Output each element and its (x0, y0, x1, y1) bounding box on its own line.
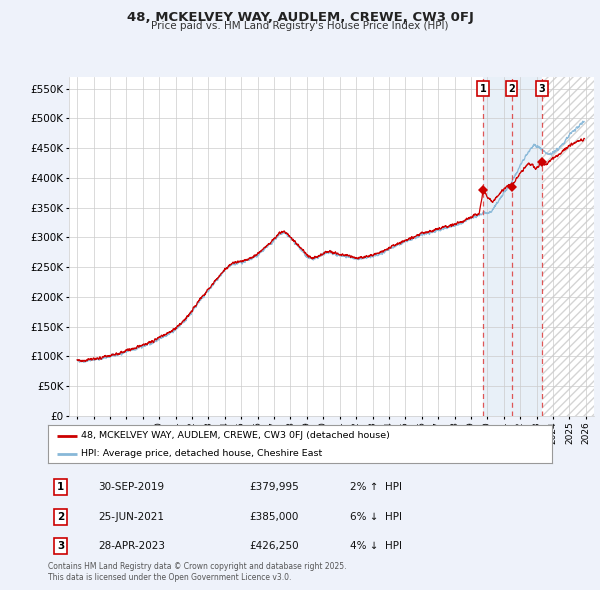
Text: 28-APR-2023: 28-APR-2023 (98, 541, 166, 551)
Text: 3: 3 (538, 84, 545, 94)
Text: 4% ↓  HPI: 4% ↓ HPI (350, 541, 403, 551)
Text: 48, MCKELVEY WAY, AUDLEM, CREWE, CW3 0FJ: 48, MCKELVEY WAY, AUDLEM, CREWE, CW3 0FJ (127, 11, 473, 24)
Text: HPI: Average price, detached house, Cheshire East: HPI: Average price, detached house, Ches… (81, 449, 322, 458)
Text: Contains HM Land Registry data © Crown copyright and database right 2025.
This d: Contains HM Land Registry data © Crown c… (48, 562, 347, 582)
Text: £385,000: £385,000 (250, 512, 299, 522)
Text: 30-SEP-2019: 30-SEP-2019 (98, 483, 164, 492)
Text: 48, MCKELVEY WAY, AUDLEM, CREWE, CW3 0FJ (detached house): 48, MCKELVEY WAY, AUDLEM, CREWE, CW3 0FJ… (81, 431, 389, 440)
Text: 2: 2 (57, 512, 64, 522)
Text: 2: 2 (508, 84, 515, 94)
Text: £379,995: £379,995 (250, 483, 299, 492)
Text: 3: 3 (57, 541, 64, 551)
Text: 2% ↑  HPI: 2% ↑ HPI (350, 483, 403, 492)
Bar (542, 77, 594, 416)
Text: 1: 1 (57, 483, 64, 492)
Bar (483, 77, 542, 416)
Text: 1: 1 (480, 84, 487, 94)
Text: Price paid vs. HM Land Registry's House Price Index (HPI): Price paid vs. HM Land Registry's House … (151, 21, 449, 31)
Text: 6% ↓  HPI: 6% ↓ HPI (350, 512, 403, 522)
Text: 25-JUN-2021: 25-JUN-2021 (98, 512, 164, 522)
Text: £426,250: £426,250 (250, 541, 299, 551)
